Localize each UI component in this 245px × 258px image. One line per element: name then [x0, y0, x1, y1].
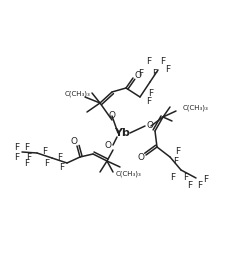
- Text: F: F: [187, 181, 193, 190]
- Text: F: F: [197, 181, 203, 190]
- Text: F: F: [24, 143, 30, 152]
- Text: F: F: [24, 159, 30, 168]
- Text: F: F: [148, 88, 154, 98]
- Text: F: F: [203, 174, 208, 183]
- Text: O: O: [135, 70, 142, 79]
- Text: F: F: [152, 69, 158, 78]
- Text: F: F: [165, 66, 171, 75]
- Text: O: O: [137, 154, 145, 163]
- Text: F: F: [42, 148, 48, 157]
- Text: F: F: [175, 147, 181, 156]
- Text: F: F: [44, 158, 49, 167]
- Text: O: O: [105, 141, 111, 149]
- Text: C(CH₃)₃: C(CH₃)₃: [64, 91, 90, 97]
- Text: F: F: [173, 157, 179, 166]
- Text: F: F: [14, 142, 20, 151]
- Text: F: F: [184, 173, 189, 181]
- Text: F: F: [160, 58, 166, 67]
- Text: F: F: [60, 164, 65, 173]
- Text: F: F: [171, 173, 176, 181]
- Text: F: F: [57, 152, 62, 162]
- Text: O: O: [71, 136, 77, 146]
- Text: F: F: [26, 152, 32, 162]
- Text: F: F: [14, 152, 20, 162]
- Text: O: O: [109, 111, 115, 120]
- Text: C(CH₃)₃: C(CH₃)₃: [183, 105, 209, 111]
- Text: F: F: [147, 58, 152, 67]
- Text: F: F: [138, 69, 144, 78]
- Text: Yb: Yb: [114, 128, 130, 138]
- Text: F: F: [147, 96, 152, 106]
- Text: C(CH₃)₃: C(CH₃)₃: [116, 171, 142, 177]
- Text: O: O: [147, 122, 154, 131]
